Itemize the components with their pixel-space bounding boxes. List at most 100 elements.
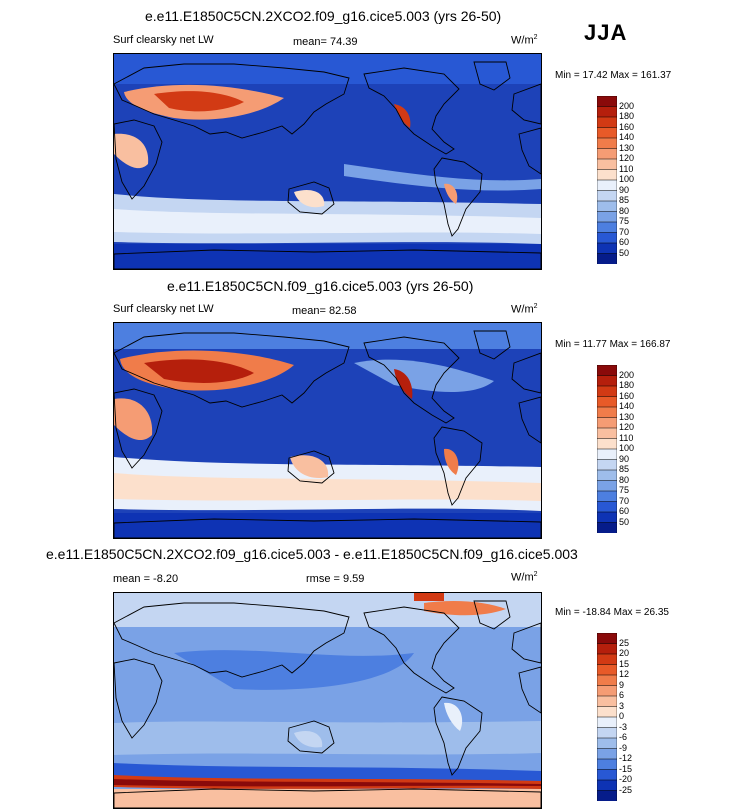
colorbar-tick-label: 80 [619, 205, 630, 216]
colorbar-swatch [597, 643, 617, 655]
colorbar-swatch [597, 232, 617, 244]
coastline [114, 249, 541, 269]
contour-region [114, 209, 541, 234]
contour-region [114, 593, 541, 627]
colorbar-tick-label: 90 [619, 453, 630, 464]
panel1-title: e.e11.E1850C5CN.2XCO2.f09_g16.cice5.003 … [145, 8, 502, 24]
coastline [473, 600, 511, 630]
map-svg [114, 54, 541, 269]
colorbar-swatch [597, 221, 617, 234]
panel1-units: W/m2 [511, 34, 538, 47]
colorbar-swatch [597, 365, 617, 377]
colorbar-tick-label: -6 [619, 732, 628, 742]
panel3-colorbar: 25 20 15 12 9 6 3 0 -3 -6 -9 -12 -15 -20 -25 [597, 633, 657, 801]
colorbar-tick-label: 75 [619, 485, 630, 495]
contour-region [114, 721, 541, 755]
colorbar-swatch [597, 685, 617, 697]
colorbar-tick-label: 50 [619, 516, 630, 527]
contour-region [444, 183, 458, 204]
colorbar-swatch [597, 716, 617, 729]
colorbar-swatch [597, 137, 617, 150]
colorbar-swatch [597, 664, 617, 676]
panel3-minmax: Min = -18.84 Max = 26.35 [555, 607, 669, 618]
colorbar-tick-label: 130 [619, 142, 635, 153]
colorbar-tick-label: 110 [619, 163, 634, 174]
coastline [114, 518, 541, 538]
coastline [114, 332, 350, 408]
coastline [433, 426, 483, 506]
colorbar-tick-label: 130 [619, 411, 635, 422]
coastline [287, 181, 335, 215]
colorbar-tick-label: 3 [619, 700, 625, 711]
season-label: JJA [584, 20, 628, 45]
contour-region [394, 369, 413, 399]
colorbar-tick-label: 90 [619, 184, 630, 195]
colorbar-svg [597, 365, 617, 533]
colorbar-tick-label: 9 [619, 679, 625, 690]
colorbar-swatch [597, 706, 617, 718]
contour-region [394, 104, 411, 128]
colorbar-swatch [597, 737, 617, 750]
coastline [363, 606, 460, 694]
colorbar-tick-label: -25 [619, 784, 633, 795]
colorbar-tick-label: 12 [619, 669, 630, 679]
panel2-left-label: Surf clearsky net LW [113, 303, 214, 315]
contour-region [354, 359, 494, 392]
contour-region [114, 54, 541, 84]
coastline [287, 720, 335, 754]
colorbar-swatch [597, 406, 617, 419]
panel1-left-label: Surf clearsky net LW [113, 34, 214, 46]
colorbar-tick-label: 85 [619, 464, 630, 474]
coastline [473, 330, 511, 360]
contour-region [294, 730, 323, 748]
coastline [518, 396, 541, 444]
contour-region [114, 323, 541, 349]
colorbar-swatch [597, 106, 617, 118]
coastline [363, 67, 460, 155]
colorbar-tick-label: 20 [619, 648, 630, 658]
contour-region [114, 398, 153, 441]
coastline [287, 450, 335, 484]
colorbar-swatch [597, 148, 617, 160]
panel2-units: W/m2 [511, 303, 538, 316]
panel1-minmax: Min = 17.42 Max = 161.37 [555, 70, 672, 81]
panel2-title: e.e11.E1850C5CN.f09_g16.cice5.003 (yrs 2… [167, 278, 474, 294]
colorbar-swatch [597, 490, 617, 503]
colorbar-swatch [597, 469, 617, 482]
colorbar-swatch [597, 417, 617, 429]
colorbar-tick-label: 140 [619, 401, 635, 411]
contour-region [114, 473, 541, 501]
colorbar-tick-label: 75 [619, 216, 630, 226]
colorbar-swatch [597, 769, 617, 781]
colorbar-swatch [597, 501, 617, 513]
coastline [114, 119, 163, 200]
panel1-colorbar: 200 180 160 140 130 120 110 100 90 85 80 75 70 60 50 [597, 96, 657, 264]
panel2-minmax: Min = 11.77 Max = 166.87 [555, 339, 671, 350]
colorbar-swatch [597, 448, 617, 461]
colorbar-swatch [597, 169, 617, 181]
colorbar-swatch [597, 779, 617, 792]
colorbar-swatch [597, 96, 617, 108]
coastline [433, 696, 483, 776]
colorbar-swatch [597, 790, 617, 801]
colorbar-swatch [597, 511, 617, 524]
colorbar-tick-label: 200 [619, 100, 635, 111]
colorbar-tick-label: 120 [619, 153, 635, 163]
colorbar-tick-label: 80 [619, 474, 630, 485]
panel3-map [113, 592, 542, 809]
colorbar-tick-label: 180 [619, 111, 635, 121]
contour-region [344, 164, 541, 191]
colorbar-swatch [597, 427, 617, 440]
colorbar-tick-label: -9 [619, 742, 628, 753]
colorbar-tick-label: 100 [619, 174, 635, 184]
panel3-title: e.e11.E1850C5CN.2XCO2.f09_g16.cice5.003 … [46, 546, 578, 562]
colorbar-tick-label: 25 [619, 637, 630, 648]
panel2-mean-label: mean= 82.58 [292, 305, 357, 317]
contour-region [154, 91, 244, 112]
panel2-map [113, 322, 542, 539]
contour-region [144, 359, 254, 383]
panel1-map [113, 53, 542, 270]
colorbar-swatch [597, 200, 617, 213]
coastline [114, 388, 163, 469]
coastline [114, 658, 163, 739]
